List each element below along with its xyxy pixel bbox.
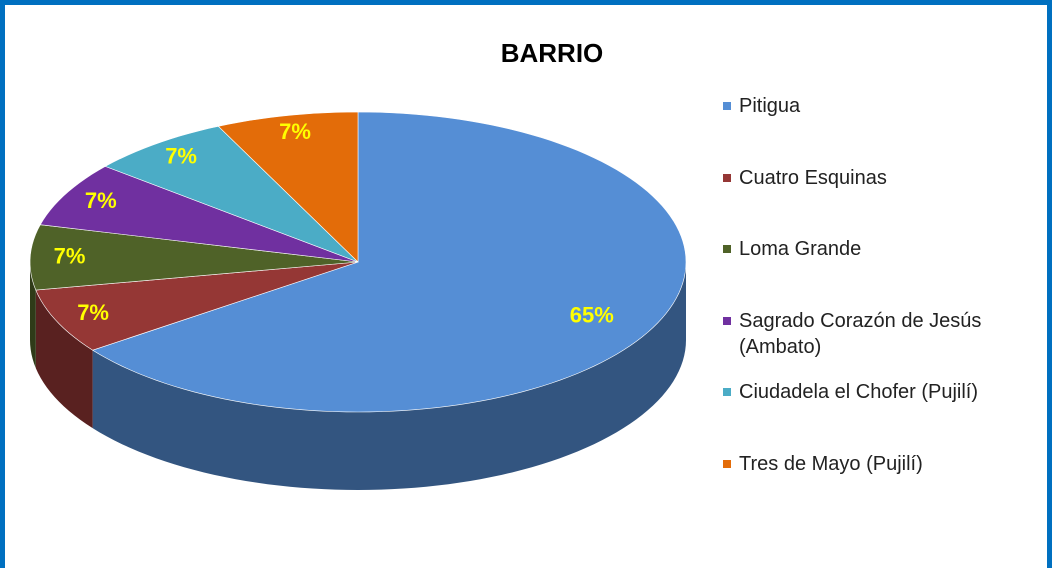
legend-swatch: [723, 173, 731, 182]
legend-item: Pitigua: [723, 93, 1047, 119]
data-label: 7%: [54, 244, 86, 269]
legend-swatch: [723, 388, 731, 396]
legend-item: Tres de Mayo (Pujilí): [723, 451, 1047, 477]
legend-label: Pitigua: [739, 95, 801, 117]
data-label: 65%: [570, 302, 614, 327]
legend-swatch: [723, 316, 731, 325]
legend-item: Cuatro Esquinas: [723, 165, 1047, 191]
data-label: 7%: [165, 144, 197, 169]
legend-swatch: [723, 102, 731, 110]
legend-label: Ciudadela el Chofer (Pujilí): [739, 381, 979, 403]
legend-label: Sagrado Corazón de Jesús (Ambato): [739, 309, 982, 358]
pie-slice: [91, 111, 687, 413]
pie-side: [92, 262, 686, 490]
pie-slice: [29, 224, 359, 291]
pie-slice: [104, 125, 359, 263]
pie-slice: [39, 166, 359, 263]
chart: BARRIO 65% 7% 7% 7% 7% 7%: [29, 38, 687, 490]
legend-item: Ciudadela el Chofer (Pujilí): [723, 379, 1047, 405]
legend-label: Loma Grande: [739, 238, 862, 260]
pie-slice: [35, 261, 359, 351]
legend-label: Cuatro Esquinas: [739, 166, 887, 189]
data-label: 7%: [77, 300, 109, 325]
legend-item: Loma Grande: [723, 236, 1047, 262]
legend-item: Sagrado Corazón de Jesús (Ambato): [723, 308, 1047, 360]
chart-title: BARRIO: [501, 38, 604, 68]
legend-swatch: [723, 459, 731, 468]
pie-side: [35, 290, 93, 429]
data-label: 7%: [85, 188, 117, 213]
legend-label: Tres de Mayo (Pujilí): [739, 452, 923, 475]
data-label: 7%: [279, 119, 311, 144]
pie-slice: [217, 111, 359, 263]
legend-swatch: [723, 245, 731, 253]
pie-side: [30, 262, 36, 369]
